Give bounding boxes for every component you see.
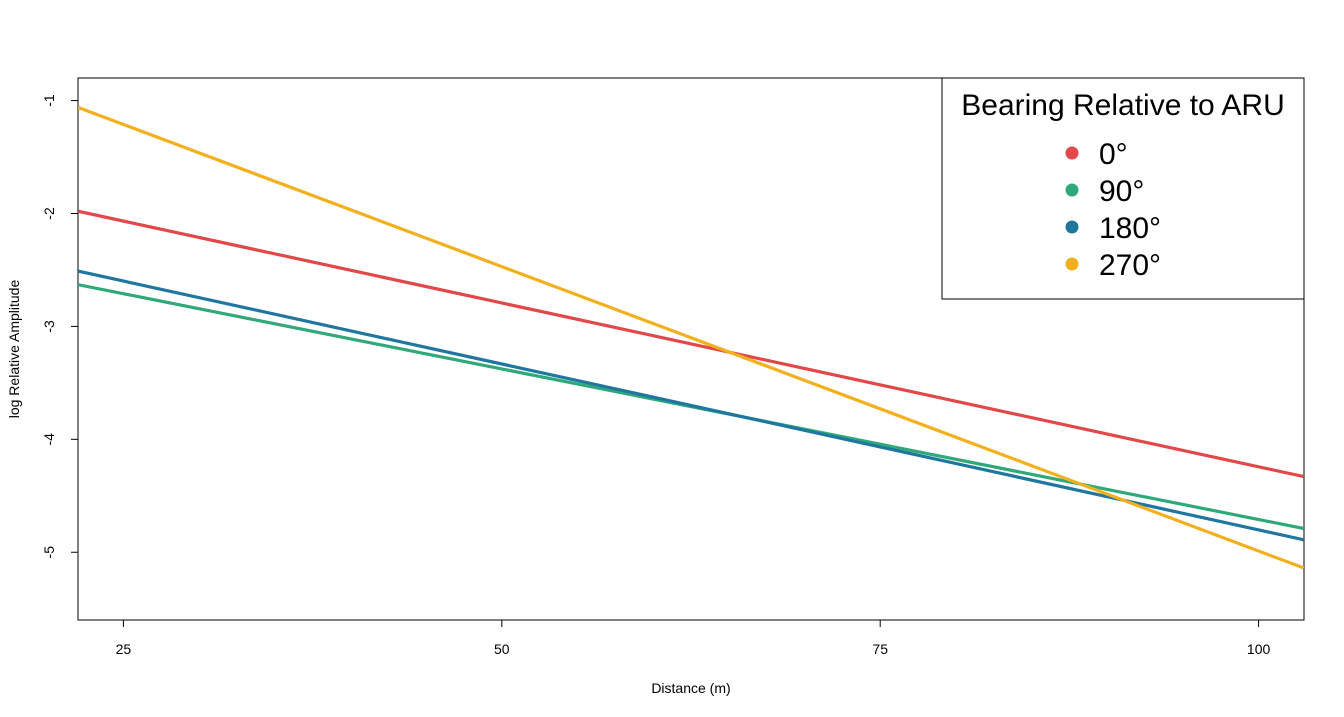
y-tick-label: -5 (41, 546, 57, 559)
legend: Bearing Relative to ARU 0° 90° 180° 270° (941, 77, 1305, 300)
legend-label: 0° (1099, 138, 1128, 171)
y-tick-label: -4 (41, 433, 57, 446)
y-tick-label: -1 (41, 94, 57, 107)
x-tick-label: 100 (1247, 641, 1271, 657)
x-tick-label: 50 (494, 641, 510, 657)
legend-items: 0° 90° 180° 270° (1065, 138, 1161, 282)
x-axis: 25 50 75 100 (116, 620, 1271, 657)
series-layer (78, 105, 1304, 570)
x-tick-label: 25 (116, 641, 132, 657)
legend-label: 90° (1099, 175, 1144, 208)
legend-marker (1065, 220, 1079, 234)
series-line-0 (78, 209, 1304, 479)
legend-box (941, 77, 1305, 300)
y-tick-label: -3 (41, 320, 57, 333)
legend-marker (1065, 146, 1079, 160)
plot-frame (77, 77, 1305, 621)
y-axis: -1 -2 -3 -4 -5 (41, 94, 78, 558)
legend-title: Bearing Relative to ARU (961, 89, 1285, 122)
series-line-2 (78, 269, 1304, 542)
legend-label: 180° (1099, 212, 1161, 245)
series-line-3 (78, 105, 1304, 570)
legend-marker (1065, 257, 1079, 271)
x-tick-label: 75 (872, 641, 888, 657)
y-axis-title: log Relative Amplitude (6, 280, 22, 419)
legend-marker (1065, 183, 1079, 197)
y-tick-label: -2 (41, 207, 57, 220)
x-axis-title: Distance (m) (651, 680, 730, 696)
legend-label: 270° (1099, 249, 1161, 282)
